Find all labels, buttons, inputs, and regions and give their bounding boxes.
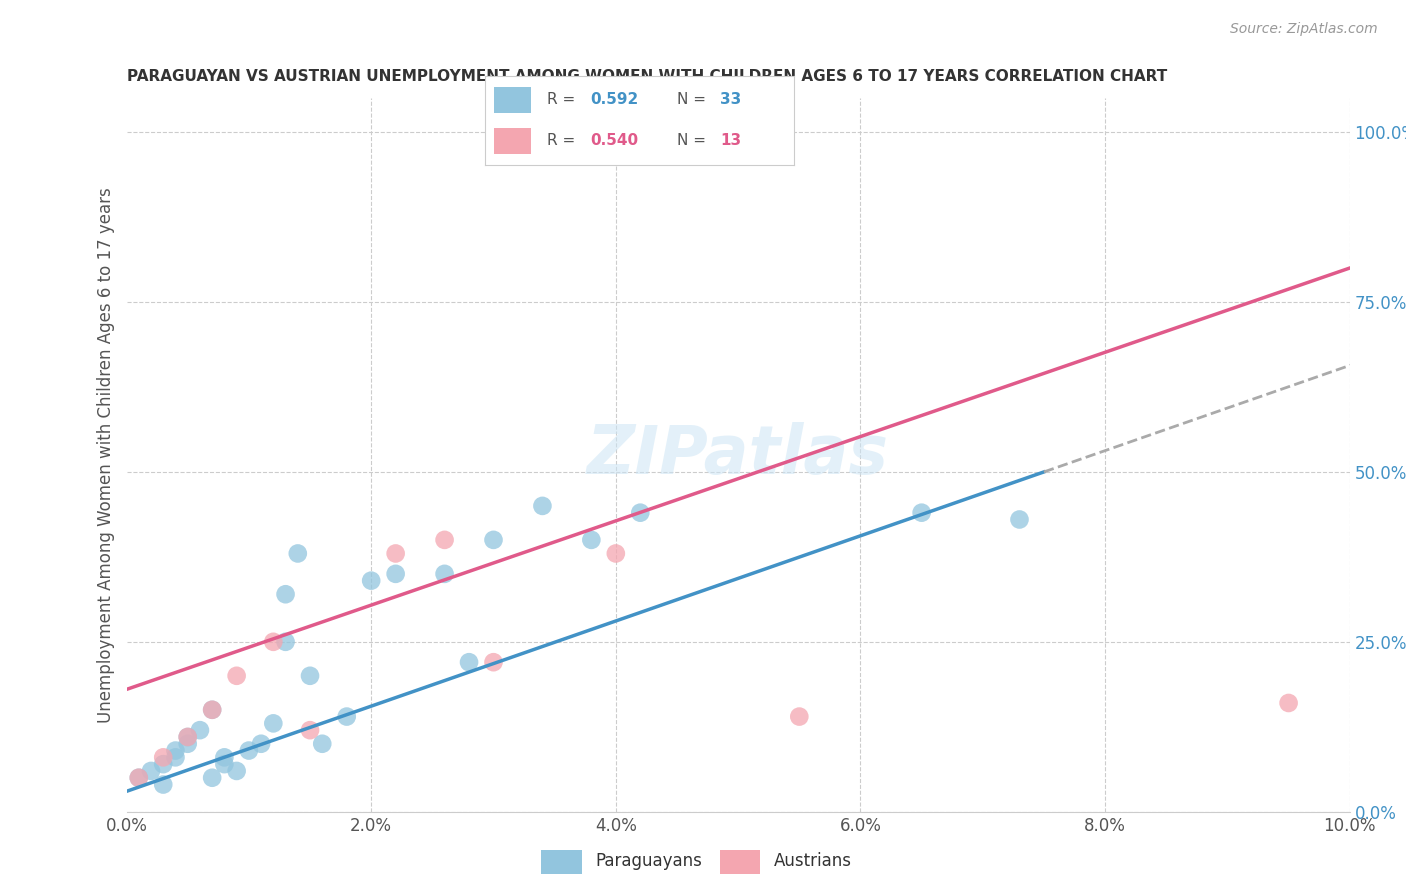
Point [311,737,333,751]
Point [128,771,150,785]
Text: N =: N = [676,134,706,148]
FancyBboxPatch shape [541,849,582,874]
Point [384,546,406,560]
Point [188,723,211,738]
Text: R =: R = [547,93,575,107]
Text: 0.592: 0.592 [591,93,638,107]
Point [911,506,934,520]
Y-axis label: Unemployment Among Women with Children Ages 6 to 17 years: Unemployment Among Women with Children A… [97,187,115,723]
Text: Paraguayans: Paraguayans [595,852,702,870]
Point [201,771,224,785]
FancyBboxPatch shape [495,87,531,113]
Point [274,635,297,649]
Point [360,574,382,588]
Text: R =: R = [547,134,575,148]
FancyBboxPatch shape [495,128,531,154]
Text: Source: ZipAtlas.com: Source: ZipAtlas.com [1230,22,1378,37]
Point [128,771,150,785]
Text: Austrians: Austrians [773,852,852,870]
Point [482,533,505,547]
Point [152,750,174,764]
Text: ZIPatlas: ZIPatlas [588,422,889,488]
Point [482,655,505,669]
Point [433,533,456,547]
Point [787,709,810,723]
Point [531,499,554,513]
Point [152,778,174,792]
Text: 0.540: 0.540 [591,134,638,148]
Point [152,757,174,772]
Text: 33: 33 [720,93,741,107]
Text: 13: 13 [720,134,741,148]
Point [458,655,481,669]
Point [139,764,162,778]
Point [201,703,224,717]
Point [262,716,284,731]
Point [177,730,200,744]
Point [262,635,284,649]
Point [384,566,406,581]
Point [299,669,322,683]
Point [1277,696,1299,710]
Point [250,737,273,751]
Point [581,533,603,547]
Point [225,669,247,683]
Point [225,764,247,778]
Point [336,709,359,723]
Point [605,546,627,560]
Point [177,737,200,751]
Point [177,730,200,744]
Point [628,506,651,520]
Point [165,750,187,764]
Point [1008,512,1031,526]
Text: N =: N = [676,93,706,107]
Point [433,566,456,581]
Point [214,757,236,772]
Point [287,546,309,560]
FancyBboxPatch shape [720,849,761,874]
Text: PARAGUAYAN VS AUSTRIAN UNEMPLOYMENT AMONG WOMEN WITH CHILDREN AGES 6 TO 17 YEARS: PARAGUAYAN VS AUSTRIAN UNEMPLOYMENT AMON… [127,70,1167,85]
Point [238,743,260,757]
Point [274,587,297,601]
Point [165,743,187,757]
Point [214,750,236,764]
Point [201,703,224,717]
Point [299,723,322,738]
